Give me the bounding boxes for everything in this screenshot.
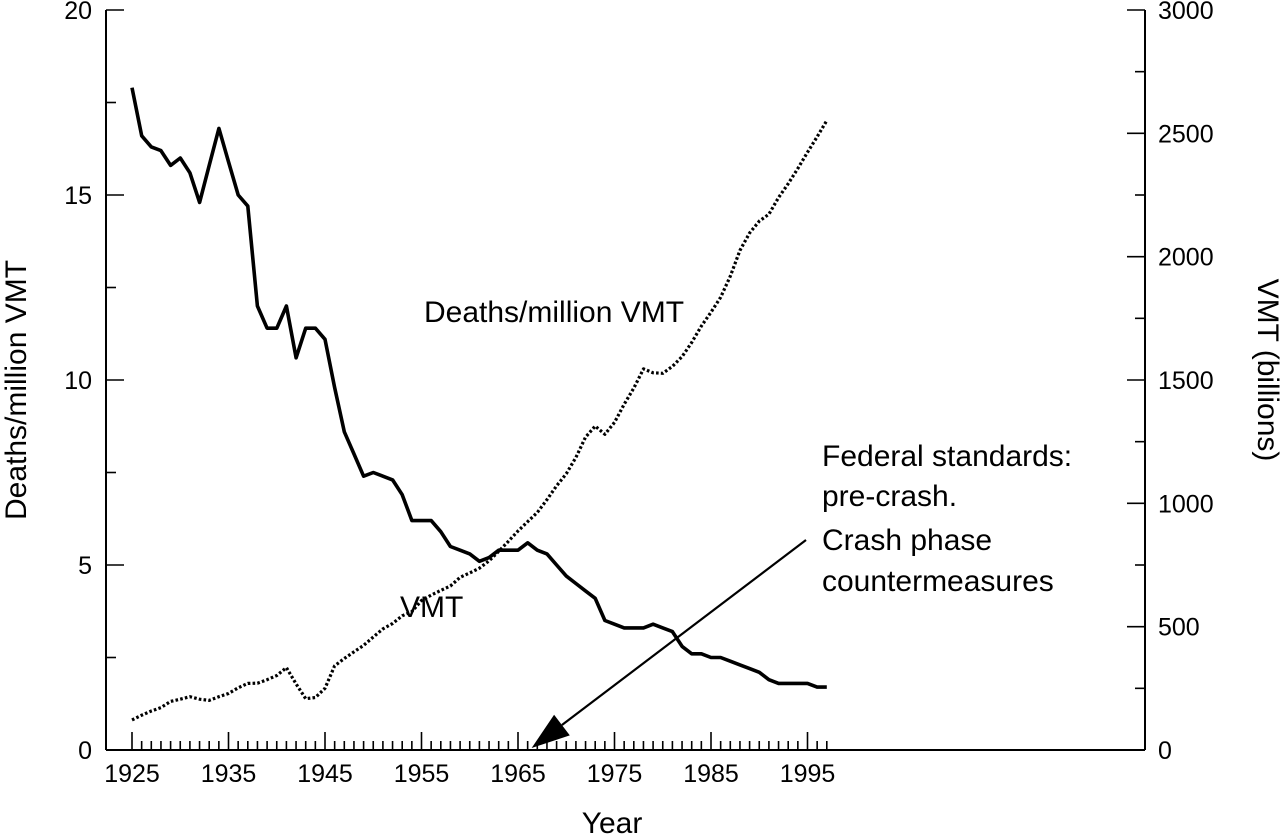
annotation-line-1: Federal standards: xyxy=(822,440,1072,473)
deaths-series-line xyxy=(130,87,827,689)
right-y-tick-label: 2500 xyxy=(1158,120,1214,148)
annotation-arrow-shaft xyxy=(561,539,807,726)
x-tick-label: 1955 xyxy=(394,760,450,788)
x-tick-label: 1995 xyxy=(780,760,836,788)
x-tick-label: 1925 xyxy=(104,760,160,788)
x-tick-label: 1975 xyxy=(587,760,643,788)
deaths-series-label: Deaths/million VMT xyxy=(424,296,684,329)
right-y-tick-label: 3000 xyxy=(1158,0,1214,25)
right-y-axis-title: VMT (billions) xyxy=(1251,279,1280,462)
x-tick-label: 1935 xyxy=(201,760,257,788)
annotation-line-2: pre-crash. xyxy=(822,480,957,513)
left-y-tick-label: 0 xyxy=(78,737,92,765)
right-y-tick-label: 500 xyxy=(1158,614,1200,642)
annotation-arrow-head xyxy=(531,714,570,748)
left-y-tick-label: 5 xyxy=(78,552,92,580)
right-y-tick-label: 1500 xyxy=(1158,367,1214,395)
tick-labels: 1925 1935 1945 1955 1965 1975 1985 1995 0 5 10 15 20… xyxy=(64,0,1213,788)
annotation-line-3: Crash phase xyxy=(822,524,992,557)
vmt-series-label: VMT xyxy=(400,591,463,624)
tick-marks xyxy=(106,9,1145,751)
federal-standards-annotation: Federal standards: pre-crash. Crash phas… xyxy=(531,440,1072,748)
vmt-series-line xyxy=(131,119,829,722)
right-y-tick-label: 2000 xyxy=(1158,244,1214,272)
left-y-tick-label: 20 xyxy=(64,0,92,25)
x-tick-label: 1965 xyxy=(490,760,546,788)
x-tick-label: 1945 xyxy=(297,760,353,788)
annotation-line-4: countermeasures xyxy=(822,565,1054,598)
right-y-tick-label: 0 xyxy=(1158,737,1172,765)
x-axis-title: Year xyxy=(582,807,643,835)
left-y-tick-label: 10 xyxy=(64,367,92,395)
left-y-axis-title: Deaths/million VMT xyxy=(0,260,33,520)
series-lines xyxy=(130,87,829,722)
left-y-tick-label: 15 xyxy=(64,182,92,210)
right-y-tick-label: 1000 xyxy=(1158,490,1214,518)
plot-frame xyxy=(105,10,1146,751)
x-tick-label: 1985 xyxy=(683,760,739,788)
